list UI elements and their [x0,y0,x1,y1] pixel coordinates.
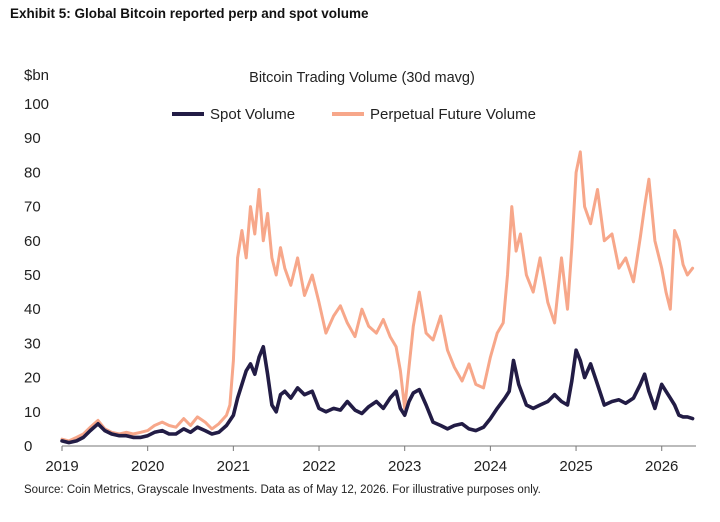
x-axis: 2019 2020 2021 2022 2023 2024 2025 2026 [45,445,696,475]
y-tick-label: 60 [24,233,41,250]
exhibit-title: Exhibit 5: Global Bitcoin reported perp … [10,6,369,21]
y-axis-unit-label: $bn [24,67,49,84]
x-tick-label: 2025 [559,458,592,475]
series-line-spot-volume [60,344,695,445]
legend: Spot Volume Perpetual Future Volume [172,106,536,123]
x-tick-label: 2020 [131,458,164,475]
y-tick-label: 90 [24,130,41,147]
y-tick-label: 10 [24,404,41,421]
y-tick-label: 70 [24,199,41,216]
x-tick-label: 2022 [302,458,335,475]
x-tick-label: 2021 [217,458,250,475]
y-tick-label: 80 [24,164,41,181]
x-tick-label: 2023 [388,458,421,475]
y-tick-label: 40 [24,301,41,318]
series-layer [60,150,695,445]
x-tick-label: 2019 [45,458,78,475]
y-tick-label: 100 [24,96,49,113]
series-line-perpetual-future-volume [60,150,695,443]
legend-label-perp: Perpetual Future Volume [370,106,536,123]
y-tick-label: 20 [24,370,41,387]
legend-label-spot: Spot Volume [210,106,295,123]
x-tick-label: 2024 [474,458,507,475]
y-tick-label: 30 [24,335,41,352]
y-tick-label: 0 [24,438,32,455]
chart-title: Bitcoin Trading Volume (30d mavg) [249,70,475,86]
y-axis: 0 10 20 30 40 50 60 70 80 90 100 [24,96,49,455]
source-note: Source: Coin Metrics, Grayscale Investme… [24,484,541,496]
x-tick-label: 2026 [645,458,678,475]
y-tick-label: 50 [24,267,41,284]
